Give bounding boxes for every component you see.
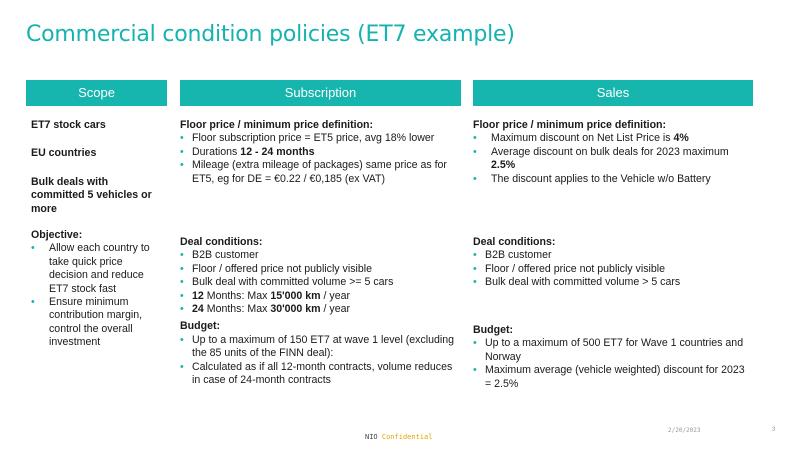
objective-list: Allow each country to take quick price d… bbox=[31, 242, 163, 349]
list-item: B2B customer bbox=[473, 249, 753, 263]
sales-floor-heading: Floor price / minimum price definition: bbox=[473, 119, 667, 131]
text: / year bbox=[320, 289, 351, 302]
sales-floor-section: Floor price / minimum price definition: … bbox=[473, 119, 753, 186]
subscription-floor-section: Floor price / minimum price definition: … bbox=[180, 119, 460, 186]
subscription-budget-heading: Budget: bbox=[180, 320, 221, 333]
subscription-floor-heading: Floor price / minimum price definition: bbox=[180, 119, 374, 131]
sales-floor-list: Maximum discount on Net List Price is 4%… bbox=[473, 132, 753, 186]
subscription-deal-heading: Deal conditions: bbox=[180, 236, 263, 248]
list-item: Bulk deal with committed volume > 5 cars bbox=[473, 276, 753, 290]
objective-heading: Objective: bbox=[31, 229, 83, 242]
subscription-floor-list: Floor subscription price = ET5 price, av… bbox=[180, 132, 460, 186]
footer-confidential-label: Confidential bbox=[381, 433, 433, 441]
list-item: Calculated as if all 12-month contracts,… bbox=[180, 361, 460, 388]
footer-confidential: NIO Confidential bbox=[365, 433, 432, 441]
header-subscription: Subscription bbox=[180, 80, 461, 106]
subscription-deal-list: B2B customer Floor / offered price not p… bbox=[180, 249, 460, 316]
list-item: Up to a maximum of 150 ET7 at wave 1 lev… bbox=[180, 334, 460, 361]
list-item: Ensure minimum contribution margin, cont… bbox=[31, 296, 163, 350]
duration-value: 12 - 24 months bbox=[240, 145, 315, 158]
header-scope: Scope bbox=[26, 80, 167, 106]
list-item: Up to a maximum of 500 ET7 for Wave 1 co… bbox=[473, 337, 753, 364]
list-item: 24 Months: Max 30'000 km / year bbox=[180, 303, 460, 317]
list-item: The discount applies to the Vehicle w/o … bbox=[473, 173, 753, 187]
text: Maximum discount on Net List Price is bbox=[491, 132, 674, 145]
list-item: Bulk deal with committed volume >= 5 car… bbox=[180, 276, 460, 290]
text: Months: Max bbox=[203, 303, 271, 316]
text: / year bbox=[320, 303, 351, 316]
sales-budget-heading: Budget: bbox=[473, 324, 514, 336]
sales-budget-section: Budget: Up to a maximum of 500 ET7 for W… bbox=[473, 324, 753, 391]
list-item: Floor / offered price not publicly visib… bbox=[180, 263, 460, 277]
list-item: Durations 12 - 24 months bbox=[180, 145, 460, 160]
km-value: 30'000 km bbox=[270, 303, 321, 316]
list-item: Floor subscription price = ET5 price, av… bbox=[180, 132, 460, 146]
scope-line-1: ET7 stock cars bbox=[31, 119, 106, 131]
list-item: Floor / offered price not publicly visib… bbox=[473, 263, 753, 277]
list-item: 12 Months: Max 15'000 km / year bbox=[180, 289, 460, 304]
subscription-budget-list: Up to a maximum of 150 ET7 at wave 1 lev… bbox=[180, 334, 460, 388]
list-item: Maximum discount on Net List Price is 4% bbox=[473, 132, 753, 146]
sales-deal-section: Deal conditions: B2B customer Floor / of… bbox=[473, 236, 753, 290]
list-item: Average discount on bulk deals for 2023 … bbox=[473, 146, 753, 173]
sales-deal-heading: Deal conditions: bbox=[473, 236, 556, 248]
scope-line-3: Bulk deals with committed 5 vehicles or … bbox=[31, 175, 152, 215]
page-title: Commercial condition policies (ET7 examp… bbox=[26, 22, 515, 47]
text: Months: Max bbox=[203, 289, 271, 302]
km-value: 15'000 km bbox=[270, 289, 321, 302]
text: Average discount on bulk deals for 2023 … bbox=[491, 145, 729, 158]
list-item: Mileage (extra mileage of packages) same… bbox=[180, 159, 460, 186]
sales-deal-list: B2B customer Floor / offered price not p… bbox=[473, 249, 753, 290]
months-value: 24 bbox=[192, 303, 204, 316]
text: Durations bbox=[192, 145, 241, 158]
subscription-deal-section: Deal conditions: B2B customer Floor / of… bbox=[180, 236, 460, 387]
scope-line-2: EU countries bbox=[31, 147, 97, 160]
list-item: Allow each country to take quick price d… bbox=[31, 242, 163, 296]
discount-value: 4% bbox=[673, 132, 689, 145]
list-item: B2B customer bbox=[180, 249, 460, 263]
footer-date: 2/20/2023 bbox=[668, 427, 701, 434]
page-number: 3 bbox=[772, 427, 776, 433]
header-sales: Sales bbox=[473, 80, 753, 106]
footer-brand: NIO bbox=[365, 433, 378, 441]
months-value: 12 bbox=[192, 289, 204, 302]
sales-budget-list: Up to a maximum of 500 ET7 for Wave 1 co… bbox=[473, 337, 753, 391]
scope-column: ET7 stock cars EU countries Bulk deals w… bbox=[31, 119, 163, 350]
discount-value: 2.5% bbox=[491, 159, 516, 172]
list-item: Maximum average (vehicle weighted) disco… bbox=[473, 364, 753, 391]
